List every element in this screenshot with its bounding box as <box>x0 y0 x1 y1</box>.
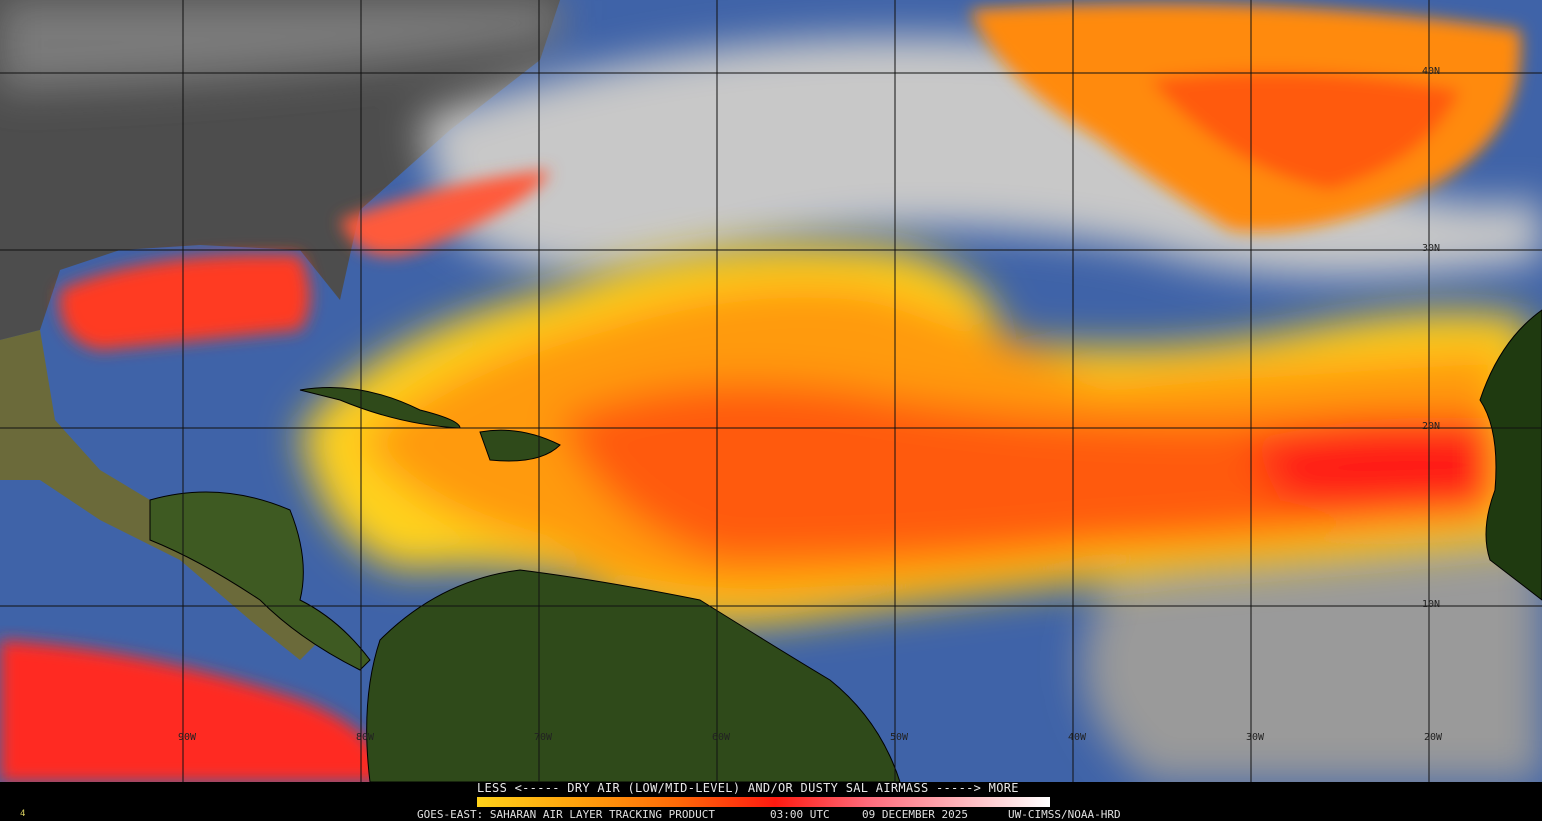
lon-label: 90W <box>178 732 197 743</box>
cuba-land <box>299 387 461 429</box>
sal-north-region <box>970 3 1521 233</box>
legend-title: LESS <----- DRY AIR (LOW/MID-LEVEL) AND/… <box>477 781 1019 795</box>
lat-label: 30N <box>1422 243 1441 254</box>
lon-label: 70W <box>534 732 553 743</box>
lat-label: 10N <box>1422 599 1441 610</box>
lon-label: 60W <box>712 732 731 743</box>
sal-gulf-region <box>59 170 550 350</box>
credit-label: UW-CIMSS/NOAA-HRD <box>1008 808 1121 821</box>
lon-label: 30W <box>1246 732 1265 743</box>
date-label: 09 DECEMBER 2025 <box>862 808 968 821</box>
north-america-land <box>0 0 560 340</box>
hispaniola-land <box>479 429 561 462</box>
central-america-land <box>149 491 371 671</box>
south-america-land <box>366 569 901 782</box>
lon-label: 40W <box>1068 732 1087 743</box>
lon-label: 20W <box>1424 732 1443 743</box>
corner-mark: 4 <box>20 809 26 819</box>
lon-label: 50W <box>890 732 909 743</box>
africa-land <box>1479 309 1542 601</box>
satellite-map <box>0 0 1542 782</box>
sal-pacific-region <box>0 640 390 782</box>
lat-lon-grid <box>0 0 1542 782</box>
lat-label: 40N <box>1422 66 1441 77</box>
lat-label: 20N <box>1422 421 1441 432</box>
lon-label: 80W <box>356 732 375 743</box>
time-label: 03:00 UTC <box>770 808 830 821</box>
legend-colorbar <box>477 797 1050 807</box>
product-name: GOES-EAST: SAHARAN AIR LAYER TRACKING PR… <box>417 808 716 821</box>
